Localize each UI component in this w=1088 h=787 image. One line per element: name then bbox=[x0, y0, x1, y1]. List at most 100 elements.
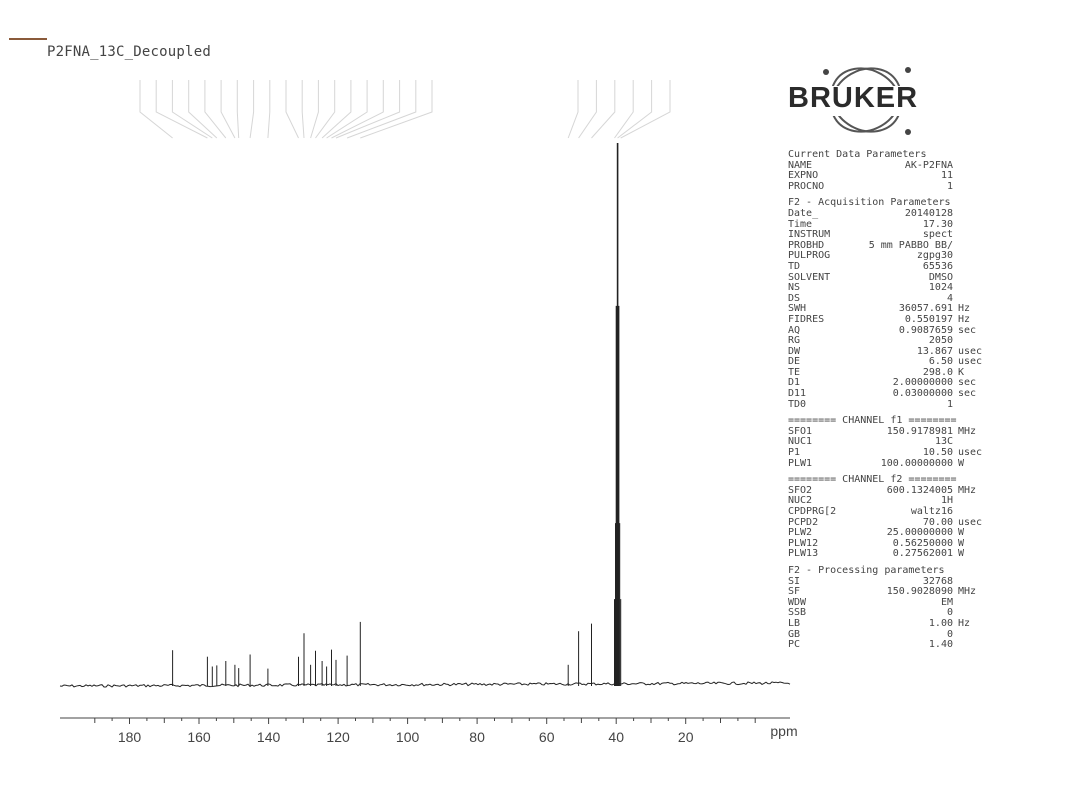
param-value: 65536 bbox=[922, 260, 953, 272]
param-value: 6.50 bbox=[928, 356, 953, 368]
param-row-plw12: PLW12 0.56250000 W bbox=[788, 537, 988, 550]
param-unit bbox=[955, 230, 988, 241]
param-value: waltz16 bbox=[910, 506, 953, 517]
param-unit: Hz bbox=[958, 303, 971, 315]
param-value: 0.9087659 bbox=[898, 324, 953, 336]
param-key: PCPD2 bbox=[788, 516, 819, 528]
param-value: 10.50 bbox=[922, 447, 953, 459]
param-row-sf: SF 150.9028090 MHz bbox=[788, 587, 988, 598]
param-row-p1: P1 10.50 usec bbox=[788, 447, 988, 459]
param-row-probhd: PROBHD 5 mm PABBO BB/ bbox=[788, 240, 988, 252]
param-unit: MHz bbox=[958, 484, 977, 496]
param-row-ssb: SSB 0 bbox=[788, 608, 988, 619]
param-row-sfo1: SFO1 150.9178981 MHz bbox=[788, 425, 988, 438]
aromatic-connector-1 bbox=[155, 80, 208, 139]
aliphatic-connector-2 bbox=[591, 80, 616, 139]
param-key: TD0 bbox=[788, 398, 807, 410]
aromatic-connector-0 bbox=[139, 80, 173, 139]
x-tick-label-20: 20 bbox=[678, 729, 694, 745]
aromatic-connector-4 bbox=[204, 80, 227, 139]
param-key: SOLVENT bbox=[788, 271, 831, 283]
param-value: 2.00000000 bbox=[892, 377, 953, 389]
param-value: 13.867 bbox=[916, 345, 953, 357]
param-key: EXPNO bbox=[788, 170, 819, 182]
param-unit: W bbox=[958, 527, 965, 539]
current-params-section: Current Data Parameters NAME AK-P2FNA EXPN… bbox=[788, 149, 988, 193]
param-key: RG bbox=[788, 335, 801, 347]
param-key: P1 bbox=[788, 447, 801, 459]
channel-f2-section: ======== CHANNEL f2 ======== SFO2 600.132… bbox=[788, 475, 988, 560]
param-unit bbox=[955, 161, 988, 172]
param-key: SFO1 bbox=[788, 425, 813, 437]
param-value: 13C bbox=[934, 436, 953, 448]
x-axis-ticks: 180 160 140 120 100 80 60 40 20 bbox=[94, 718, 756, 745]
param-key: PULPROG bbox=[788, 250, 831, 262]
param-unit bbox=[955, 209, 988, 220]
param-unit bbox=[955, 283, 988, 294]
param-key: PROCNO bbox=[788, 180, 825, 192]
aromatic-connector-15 bbox=[331, 80, 384, 139]
param-unit bbox=[955, 496, 988, 507]
param-row-plw1: PLW1 100.00000000 W bbox=[788, 457, 988, 470]
param-key: TE bbox=[788, 366, 801, 378]
param-key: Time bbox=[788, 218, 813, 230]
x-tick-label-40: 40 bbox=[608, 729, 624, 745]
param-value: 600.1324005 bbox=[886, 484, 953, 496]
logo-text: BRUKER bbox=[788, 82, 919, 114]
param-unit bbox=[955, 182, 988, 193]
param-row-pcpd2: PCPD2 70.00 usec bbox=[788, 516, 988, 529]
param-value: 150.9028090 bbox=[886, 586, 953, 598]
param-row-name: NAME AK-P2FNA bbox=[788, 159, 988, 172]
param-value: zgpg30 bbox=[916, 250, 953, 262]
param-key: FIDRES bbox=[788, 313, 825, 325]
param-row-de: DE 6.50 usec bbox=[788, 357, 988, 368]
param-key: AQ bbox=[788, 324, 801, 336]
param-key: D11 bbox=[788, 388, 807, 400]
x-tick-label-100: 100 bbox=[396, 729, 420, 745]
param-key: WDW bbox=[788, 596, 807, 608]
aliphatic-connector-4 bbox=[617, 80, 653, 139]
param-value: 20140128 bbox=[904, 207, 953, 219]
param-row-pc: PC 1.40 bbox=[788, 640, 988, 651]
param-row-instrum: INSTRUM spect bbox=[788, 230, 988, 241]
section-heading: F2 - Processing parameters bbox=[788, 564, 945, 576]
param-key: SF bbox=[788, 586, 801, 598]
section-heading: ======== CHANNEL f2 ======== bbox=[788, 474, 957, 486]
param-key: CPDPRG[2 bbox=[788, 506, 837, 517]
param-value: AK-P2FNA bbox=[904, 159, 953, 171]
param-row-d11: D11 0.03000000 sec bbox=[788, 388, 988, 400]
param-key: DW bbox=[788, 345, 801, 357]
aromatic-connector-3 bbox=[188, 80, 218, 139]
param-unit bbox=[955, 220, 988, 231]
param-key: GB bbox=[788, 628, 801, 640]
section-heading: F2 - Acquisition Parameters bbox=[788, 197, 951, 209]
param-value: 1H bbox=[940, 495, 953, 507]
param-row-aq: AQ 0.9087659 sec bbox=[788, 324, 988, 337]
param-value: 1 bbox=[946, 398, 953, 410]
param-key: NUC2 bbox=[788, 495, 813, 507]
param-value: 100.00000000 bbox=[880, 457, 953, 469]
x-tick-label-120: 120 bbox=[326, 729, 350, 745]
bruker-logo: BRUKER bbox=[786, 58, 946, 142]
param-row-solvent: SOLVENT DMSO bbox=[788, 271, 988, 284]
param-row-ns: NS 1024 bbox=[788, 283, 988, 294]
param-unit: sec bbox=[958, 324, 977, 336]
param-unit bbox=[955, 251, 988, 262]
param-unit bbox=[955, 400, 988, 411]
param-key: PLW12 bbox=[788, 537, 819, 549]
param-row-td: TD 65536 bbox=[788, 260, 988, 273]
param-row-swh: SWH 36057.691 Hz bbox=[788, 304, 988, 315]
param-value: 11 bbox=[940, 170, 953, 182]
bruker-logo-graphic bbox=[786, 67, 946, 135]
param-value: 0.56250000 bbox=[892, 537, 953, 549]
param-value: 0.550197 bbox=[904, 313, 953, 325]
param-value: 1024 bbox=[928, 282, 953, 294]
param-unit: W bbox=[958, 548, 965, 560]
param-value: spect bbox=[922, 229, 953, 241]
aromatic-connector-13 bbox=[321, 80, 352, 139]
param-value: 25.00000000 bbox=[886, 527, 953, 539]
param-row-lb: LB 1.00 Hz bbox=[788, 618, 988, 630]
param-row-plw2: PLW2 25.00000000 W bbox=[788, 528, 988, 539]
processing-params-section: F2 - Processing parameters SI 32768 SF 150.… bbox=[788, 564, 988, 651]
param-unit bbox=[955, 630, 988, 641]
